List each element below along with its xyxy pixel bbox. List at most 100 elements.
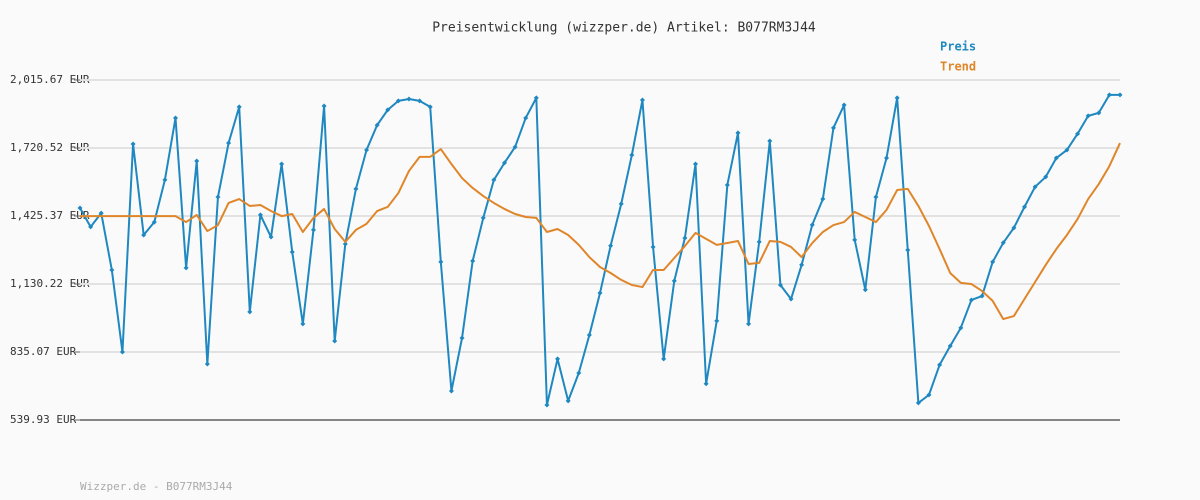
point bbox=[247, 309, 253, 315]
point bbox=[979, 293, 985, 299]
point bbox=[894, 95, 900, 101]
point bbox=[714, 318, 720, 324]
point bbox=[1032, 184, 1038, 190]
point bbox=[1053, 155, 1059, 161]
point bbox=[77, 205, 83, 211]
point bbox=[682, 235, 688, 241]
point bbox=[480, 215, 486, 221]
point bbox=[119, 349, 125, 355]
point bbox=[204, 361, 210, 367]
point bbox=[289, 249, 295, 255]
point bbox=[586, 332, 592, 338]
point bbox=[173, 115, 179, 121]
point bbox=[608, 243, 614, 249]
point bbox=[438, 259, 444, 265]
point bbox=[809, 222, 815, 228]
point bbox=[990, 259, 996, 265]
point bbox=[1106, 92, 1112, 98]
point bbox=[310, 227, 316, 233]
point bbox=[395, 98, 401, 104]
point bbox=[459, 335, 465, 341]
point bbox=[448, 388, 454, 394]
point bbox=[98, 210, 104, 216]
point bbox=[968, 297, 974, 303]
point bbox=[841, 102, 847, 108]
chart-title: Preisentwicklung (wizzper.de) Artikel: B… bbox=[432, 21, 816, 36]
point bbox=[417, 98, 423, 104]
point bbox=[491, 177, 497, 183]
point bbox=[1075, 131, 1081, 137]
point bbox=[671, 278, 677, 284]
point bbox=[915, 400, 921, 406]
point bbox=[544, 402, 550, 408]
point bbox=[1021, 204, 1027, 210]
point bbox=[88, 224, 94, 230]
point bbox=[1117, 92, 1123, 98]
point bbox=[618, 201, 624, 207]
footer: Wizzper.de - B077RM3J44 bbox=[80, 480, 233, 493]
point bbox=[1043, 174, 1049, 180]
legend-entry: Trend bbox=[940, 60, 976, 74]
point bbox=[364, 147, 370, 153]
point bbox=[661, 356, 667, 362]
line-trend bbox=[80, 142, 1121, 321]
point bbox=[385, 107, 391, 113]
point bbox=[873, 194, 879, 200]
point bbox=[958, 325, 964, 331]
point bbox=[724, 182, 730, 188]
point bbox=[1011, 225, 1017, 231]
point bbox=[735, 130, 741, 136]
point bbox=[1096, 110, 1102, 116]
point bbox=[353, 186, 359, 192]
point bbox=[533, 95, 539, 101]
point bbox=[268, 234, 274, 240]
point bbox=[300, 321, 306, 327]
y-tick-label: 835.07 EUR bbox=[10, 345, 77, 358]
point bbox=[183, 265, 189, 271]
point bbox=[746, 321, 752, 327]
point bbox=[162, 177, 168, 183]
point bbox=[1064, 147, 1070, 153]
y-tick-label: 1,720.52 EUR bbox=[10, 141, 90, 154]
point bbox=[767, 138, 773, 144]
point bbox=[406, 96, 412, 102]
point bbox=[151, 219, 157, 225]
point bbox=[862, 287, 868, 293]
point bbox=[820, 196, 826, 202]
point bbox=[905, 247, 911, 253]
point bbox=[703, 381, 709, 387]
point bbox=[937, 362, 943, 368]
point bbox=[130, 141, 136, 147]
point bbox=[799, 262, 805, 268]
y-tick-label: 1,425.37 EUR bbox=[10, 209, 90, 222]
point bbox=[109, 267, 115, 273]
point bbox=[374, 122, 380, 128]
point bbox=[650, 244, 656, 250]
point bbox=[830, 125, 836, 131]
legend-entry: Preis bbox=[940, 40, 976, 54]
point bbox=[194, 158, 200, 164]
point bbox=[926, 392, 932, 398]
y-tick-label: 1,130.22 EUR bbox=[10, 277, 90, 290]
point bbox=[756, 239, 762, 245]
point bbox=[597, 290, 603, 296]
point bbox=[141, 232, 147, 238]
point bbox=[321, 103, 327, 109]
y-tick-label: 2,015.67 EUR bbox=[10, 73, 90, 86]
point bbox=[257, 212, 263, 218]
point bbox=[501, 160, 507, 166]
point bbox=[226, 140, 232, 146]
point bbox=[470, 258, 476, 264]
point bbox=[852, 237, 858, 243]
point bbox=[884, 155, 890, 161]
point bbox=[332, 338, 338, 344]
point bbox=[1000, 240, 1006, 246]
point bbox=[576, 370, 582, 376]
point bbox=[279, 161, 285, 167]
point bbox=[565, 398, 571, 404]
point bbox=[342, 241, 348, 247]
point bbox=[947, 343, 953, 349]
point bbox=[215, 194, 221, 200]
